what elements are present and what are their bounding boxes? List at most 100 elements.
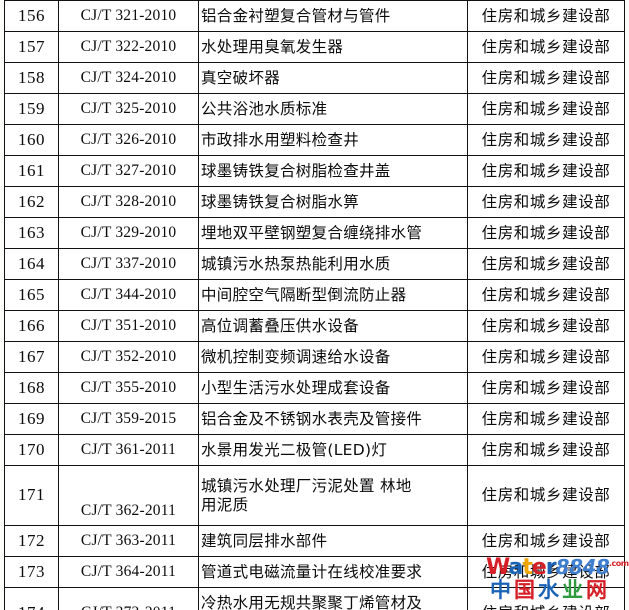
cell-serial-number: 171	[4, 465, 59, 526]
cell-standard-code: CJ/T 372-2011	[58, 587, 199, 610]
cell-standard-name-line-2: 用泥质	[201, 495, 249, 514]
cell-approving-department: 住房和城乡建设部	[467, 155, 625, 187]
cell-serial-number: 166	[4, 310, 59, 342]
cell-serial-number: 164	[4, 248, 59, 280]
cell-approving-department: 住房和城乡建设部	[467, 62, 625, 94]
cell-serial-number: 168	[4, 372, 59, 404]
cell-serial-number: 174	[4, 587, 59, 610]
table-row: 158 CJ/T 324-2010 真空破坏器 住房和城乡建设部	[4, 62, 625, 94]
cell-standard-code: CJ/T 325-2010	[58, 93, 199, 125]
cell-serial-number: 163	[4, 217, 59, 249]
table-row: 156 CJ/T 321-2010 铝合金衬塑复合管材与管件 住房和城乡建设部	[4, 0, 625, 32]
cell-approving-department: 住房和城乡建设部	[467, 403, 625, 435]
table-row: 166 CJ/T 351-2010 高位调蓄叠压供水设备 住房和城乡建设部	[4, 310, 625, 342]
table-row: 157 CJ/T 322-2010 水处理用臭氧发生器 住房和城乡建设部	[4, 31, 625, 63]
cell-approving-department: 住房和城乡建设部	[467, 248, 625, 280]
table-row: 160 CJ/T 326-2010 市政排水用塑料检查井 住房和城乡建设部	[4, 124, 625, 156]
cell-approving-department: 住房和城乡建设部	[467, 279, 625, 311]
cell-serial-number: 169	[4, 403, 59, 435]
cell-approving-department: 住房和城乡建设部	[467, 0, 625, 32]
table-row: 169 CJ/T 359-2015 铝合金及不锈钢水表壳及管接件 住房和城乡建设部	[4, 403, 625, 435]
cell-standard-name: 管道式电磁流量计在线校准要求	[198, 556, 468, 588]
cell-standard-code: CJ/T 324-2010	[58, 62, 199, 94]
cell-standard-name: 建筑同层排水部件	[198, 525, 468, 557]
cell-standard-code: CJ/T 321-2010	[58, 0, 199, 32]
table-row: 167 CJ/T 352-2010 微机控制变频调速给水设备 住房和城乡建设部	[4, 341, 625, 373]
cell-standard-code: CJ/T 329-2010	[58, 217, 199, 249]
cell-standard-code: CJ/T 361-2011	[58, 434, 199, 466]
cell-standard-name: 中间腔空气隔断型倒流防止器	[198, 279, 468, 311]
cell-standard-code: CJ/T 364-2011	[58, 556, 199, 588]
cell-approving-department: 住房和城乡建设部	[467, 556, 625, 588]
cell-standard-name: 球墨铸铁复合树脂水箅	[198, 186, 468, 218]
cell-standard-code: CJ/T 363-2011	[58, 525, 199, 557]
cell-serial-number: 167	[4, 341, 59, 373]
cell-approving-department: 住房和城乡建设部	[467, 93, 625, 125]
cell-standard-code: CJ/T 352-2010	[58, 341, 199, 373]
cell-standard-code: CJ/T 362-2011	[58, 465, 199, 526]
cell-standard-name-line-1: 城镇污水处理厂污泥处置 林地	[201, 476, 412, 495]
cell-serial-number: 160	[4, 124, 59, 156]
cell-serial-number: 172	[4, 525, 59, 557]
cell-serial-number: 162	[4, 186, 59, 218]
cell-approving-department: 住房和城乡建设部	[467, 124, 625, 156]
cell-standard-name: 冷热水用无规共聚聚丁烯管材及管件	[198, 587, 468, 610]
table-row: 163 CJ/T 329-2010 埋地双平壁钢塑复合缠绕排水管 住房和城乡建设部	[4, 217, 625, 249]
cell-standard-name: 水处理用臭氧发生器	[198, 31, 468, 63]
table-row: 171 CJ/T 362-2011 城镇污水处理厂污泥处置 林地 用泥质 住房和城乡建设…	[4, 465, 625, 526]
table-row: 165 CJ/T 344-2010 中间腔空气隔断型倒流防止器 住房和城乡建设部	[4, 279, 625, 311]
cell-approving-department: 住房和城乡建设部	[467, 186, 625, 218]
cell-standard-code: CJ/T 355-2010	[58, 372, 199, 404]
table-row: 173 CJ/T 364-2011 管道式电磁流量计在线校准要求 住房和城乡建设部	[4, 556, 625, 588]
cell-serial-number: 157	[4, 31, 59, 63]
cell-standard-name: 球墨铸铁复合树脂检查井盖	[198, 155, 468, 187]
cell-standard-name: 高位调蓄叠压供水设备	[198, 310, 468, 342]
table-row: 168 CJ/T 355-2010 小型生活污水处理成套设备 住房和城乡建设部	[4, 372, 625, 404]
table-row: 161 CJ/T 327-2010 球墨铸铁复合树脂检查井盖 住房和城乡建设部	[4, 155, 625, 187]
cell-serial-number: 165	[4, 279, 59, 311]
cell-standard-name: 城镇污水热泵热能利用水质	[198, 248, 468, 280]
table-row: 162 CJ/T 328-2010 球墨铸铁复合树脂水箅 住房和城乡建设部	[4, 186, 625, 218]
cell-serial-number: 158	[4, 62, 59, 94]
cell-standard-code: CJ/T 322-2010	[58, 31, 199, 63]
cell-approving-department: 住房和城乡建设部	[467, 372, 625, 404]
cell-standard-name: 市政排水用塑料检查井	[198, 124, 468, 156]
cell-standard-code: CJ/T 344-2010	[58, 279, 199, 311]
cell-standard-name: 微机控制变频调速给水设备	[198, 341, 468, 373]
table-row: 172 CJ/T 363-2011 建筑同层排水部件 住房和城乡建设部	[4, 525, 625, 557]
cell-standard-name: 铝合金及不锈钢水表壳及管接件	[198, 403, 468, 435]
cell-approving-department: 住房和城乡建设部	[467, 310, 625, 342]
cell-approving-department: 住房和城乡建设部	[467, 465, 625, 526]
cell-standard-name: 公共浴池水质标准	[198, 93, 468, 125]
cell-standard-code: CJ/T 359-2015	[58, 403, 199, 435]
table-row: 170 CJ/T 361-2011 水景用发光二极管(LED)灯 住房和城乡建设部	[4, 434, 625, 466]
standards-table-body: 156 CJ/T 321-2010 铝合金衬塑复合管材与管件 住房和城乡建设部 157 C…	[4, 0, 625, 610]
cell-standard-name: 小型生活污水处理成套设备	[198, 372, 468, 404]
cell-standard-name: 城镇污水处理厂污泥处置 林地 用泥质	[198, 465, 468, 526]
cell-standard-name-line-1: 冷热水用无规共聚聚丁烯管材及	[201, 594, 423, 610]
table-row: 174CJ/T 372-2011冷热水用无规共聚聚丁烯管材及管件住房和城乡建设部	[4, 587, 625, 610]
cell-serial-number: 170	[4, 434, 59, 466]
cell-standard-name: 铝合金衬塑复合管材与管件	[198, 0, 468, 32]
cell-approving-department: 住房和城乡建设部	[467, 587, 625, 610]
cell-standard-name: 真空破坏器	[198, 62, 468, 94]
cell-serial-number: 161	[4, 155, 59, 187]
cell-standard-code: CJ/T 337-2010	[58, 248, 199, 280]
cell-standard-code: CJ/T 351-2010	[58, 310, 199, 342]
cell-approving-department: 住房和城乡建设部	[467, 525, 625, 557]
cell-serial-number: 173	[4, 556, 59, 588]
cell-approving-department: 住房和城乡建设部	[467, 31, 625, 63]
cell-approving-department: 住房和城乡建设部	[467, 217, 625, 249]
cell-serial-number: 159	[4, 93, 59, 125]
cell-approving-department: 住房和城乡建设部	[467, 434, 625, 466]
table-row: 159 CJ/T 325-2010 公共浴池水质标准 住房和城乡建设部	[4, 93, 625, 125]
standards-table: 156 CJ/T 321-2010 铝合金衬塑复合管材与管件 住房和城乡建设部 157 C…	[4, 0, 625, 610]
cell-standard-code: CJ/T 326-2010	[58, 124, 199, 156]
cell-standard-code: CJ/T 328-2010	[58, 186, 199, 218]
cell-standard-code: CJ/T 327-2010	[58, 155, 199, 187]
cell-serial-number: 156	[4, 0, 59, 32]
table-row: 164 CJ/T 337-2010 城镇污水热泵热能利用水质 住房和城乡建设部	[4, 248, 625, 280]
cell-approving-department: 住房和城乡建设部	[467, 341, 625, 373]
cell-standard-name: 水景用发光二极管(LED)灯	[198, 434, 468, 466]
